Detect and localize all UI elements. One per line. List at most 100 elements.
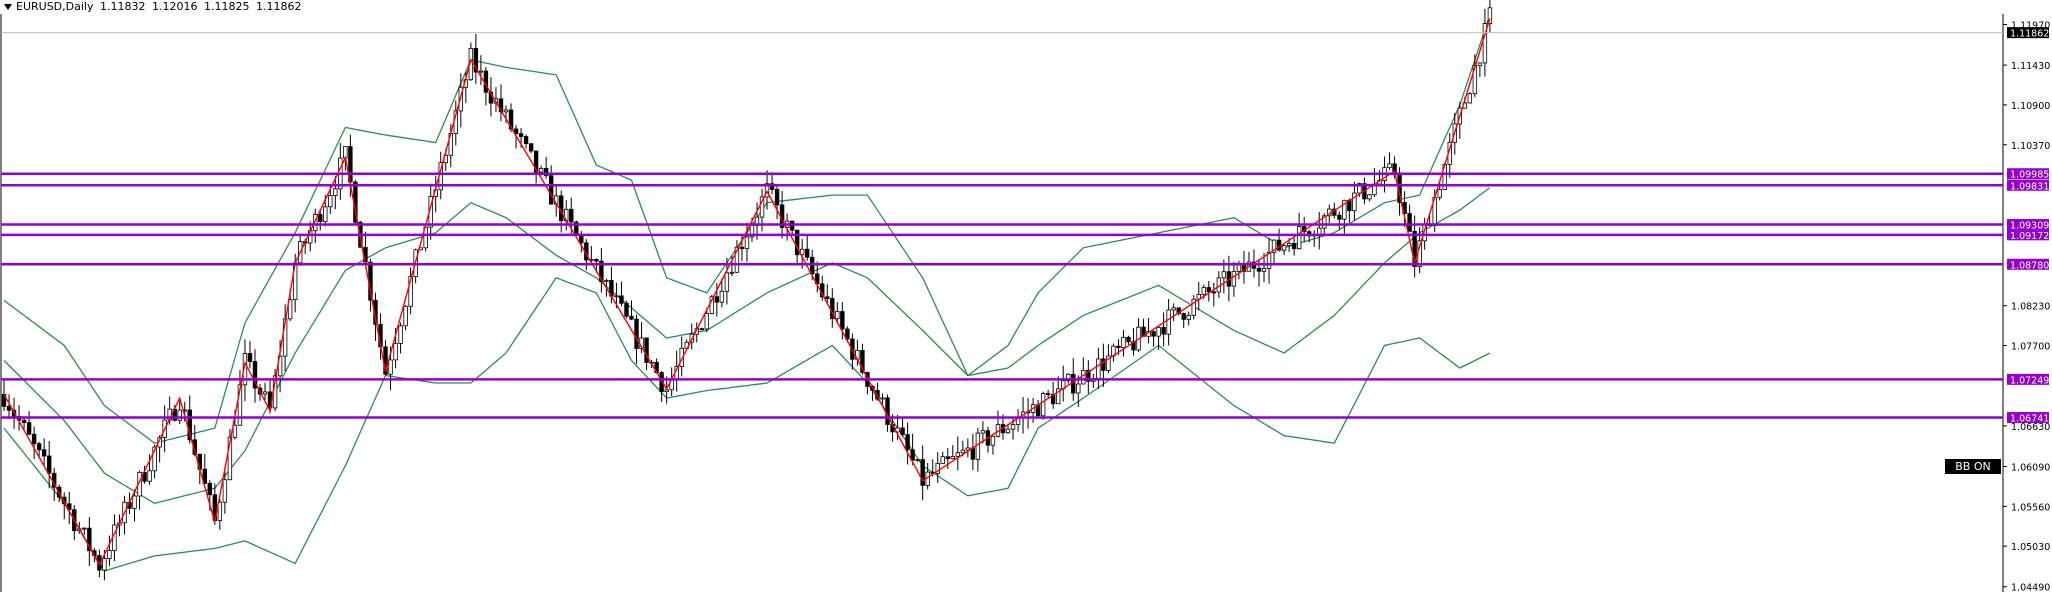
candle-body bbox=[940, 456, 945, 464]
candle-body bbox=[543, 168, 549, 177]
level-price-label: 1.09985 bbox=[2010, 170, 2049, 181]
candle-body bbox=[518, 133, 524, 137]
level-price-tag bbox=[2007, 179, 2049, 191]
ohlc-open: 1.11832 bbox=[99, 0, 146, 13]
candle-body bbox=[594, 258, 599, 262]
candle-body bbox=[1337, 214, 1342, 220]
candle-body bbox=[769, 183, 775, 190]
candle-body bbox=[1322, 215, 1327, 229]
level-price-label: 1.09309 bbox=[2010, 221, 2049, 232]
candle-body bbox=[1045, 393, 1051, 395]
candle-body bbox=[724, 272, 730, 292]
candle-body bbox=[1191, 298, 1196, 316]
candle-body bbox=[222, 479, 228, 503]
candle-body bbox=[970, 447, 976, 460]
candle-body bbox=[1040, 393, 1046, 417]
candle-body bbox=[107, 550, 112, 559]
candle-body bbox=[880, 397, 885, 400]
candle-body bbox=[1296, 226, 1302, 250]
candle-body bbox=[704, 313, 709, 330]
ohlc-low: 1.11825 bbox=[203, 0, 250, 13]
candle-body bbox=[1161, 327, 1166, 335]
candle-body bbox=[41, 449, 47, 457]
candle-body bbox=[845, 328, 850, 340]
chart-header: EURUSD,Daily 1.11832 1.12016 1.11825 1.1… bbox=[4, 0, 304, 14]
candle-body bbox=[1276, 239, 1282, 251]
candle-body bbox=[805, 248, 810, 258]
candle-body bbox=[1467, 93, 1473, 104]
candle-body bbox=[900, 427, 905, 435]
symbol-timeframe: EURUSD,Daily bbox=[16, 0, 94, 13]
y-tick-label: 1.05560 bbox=[2011, 502, 2050, 513]
level-price-tag bbox=[2007, 258, 2049, 270]
candle-body bbox=[1291, 243, 1297, 250]
candle-body bbox=[473, 48, 479, 73]
candle-body bbox=[950, 455, 955, 460]
level-price-tag bbox=[2007, 373, 2049, 385]
level-price-label: 1.06741 bbox=[2010, 414, 2049, 425]
candle-body bbox=[21, 419, 27, 424]
candle-body bbox=[528, 143, 534, 152]
candle-body bbox=[498, 98, 504, 113]
candle-body bbox=[634, 318, 639, 349]
candle-body bbox=[1352, 192, 1357, 212]
candle-body bbox=[960, 449, 966, 454]
candle-body bbox=[237, 384, 243, 426]
candle-body bbox=[1487, 7, 1493, 24]
candle-body bbox=[26, 422, 32, 435]
candle-body bbox=[46, 455, 52, 474]
candle-body bbox=[393, 343, 398, 361]
chart-menu-triangle-icon[interactable] bbox=[4, 4, 12, 10]
candle-body bbox=[232, 424, 238, 438]
candle-body bbox=[1206, 287, 1211, 293]
candle-body bbox=[1086, 369, 1091, 382]
candle-body bbox=[739, 246, 745, 250]
candle-body bbox=[82, 527, 87, 530]
candle-body bbox=[759, 196, 765, 218]
level-price-label: 1.09831 bbox=[2010, 181, 2049, 192]
candle-body bbox=[227, 436, 233, 481]
candle-body bbox=[523, 136, 529, 145]
candle-body bbox=[1367, 194, 1372, 200]
level-price-label: 1.09172 bbox=[2010, 231, 2049, 242]
candle-body bbox=[1261, 268, 1267, 272]
y-tick-label: 1.08230 bbox=[2011, 302, 2050, 313]
current-price-label: 1.11862 bbox=[2010, 29, 2049, 40]
candle-body bbox=[408, 276, 413, 307]
candle-body bbox=[1231, 270, 1237, 287]
candle-body bbox=[1482, 23, 1488, 64]
candle-body bbox=[318, 214, 323, 222]
candle-body bbox=[287, 299, 293, 320]
candle-body bbox=[955, 452, 960, 457]
candle-body bbox=[1171, 307, 1176, 311]
candle-body bbox=[614, 295, 619, 298]
candle-body bbox=[860, 349, 865, 373]
candle-body bbox=[1081, 369, 1086, 385]
candle-body bbox=[1071, 373, 1076, 394]
candle-body bbox=[699, 328, 704, 331]
level-price-tag bbox=[2007, 412, 2049, 424]
candle-body bbox=[1437, 189, 1442, 198]
candle-body bbox=[1056, 388, 1061, 405]
candle-body bbox=[313, 214, 318, 232]
candle-body bbox=[719, 290, 725, 303]
candle-body bbox=[920, 459, 925, 486]
candle-body bbox=[1106, 355, 1111, 371]
candle-body bbox=[102, 558, 107, 571]
candle-body bbox=[1156, 327, 1161, 337]
candle-body bbox=[1181, 313, 1186, 320]
candle-body bbox=[624, 302, 629, 317]
level-price-tag bbox=[2007, 168, 2049, 180]
y-tick-label: 1.10370 bbox=[2011, 141, 2050, 152]
candle-body bbox=[1166, 309, 1171, 335]
level-price-tag bbox=[2007, 229, 2049, 241]
candle-body bbox=[885, 397, 890, 425]
candle-body bbox=[31, 433, 37, 445]
y-tick-label: 1.05030 bbox=[2011, 542, 2050, 553]
candle-body bbox=[548, 175, 554, 205]
candle-body bbox=[1076, 383, 1081, 394]
candle-body bbox=[744, 236, 750, 250]
current-price-tag bbox=[2007, 27, 2049, 39]
